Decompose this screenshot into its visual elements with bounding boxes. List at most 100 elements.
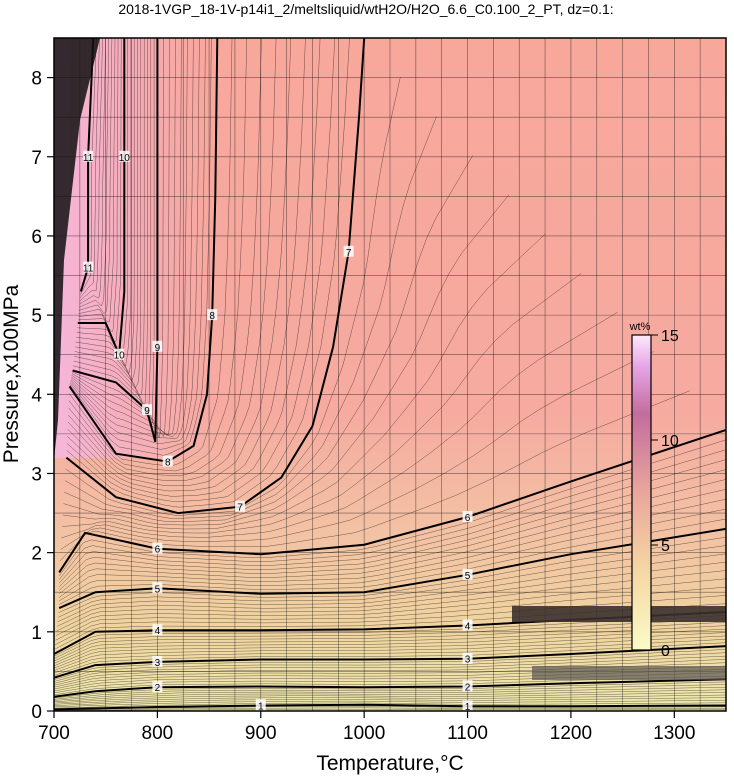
y-tick-label: 0 <box>31 702 42 723</box>
contour-label-bg <box>462 511 473 523</box>
fine-contour-line <box>63 194 510 526</box>
fine-contour-line <box>80 38 100 298</box>
contour-label-bg <box>152 340 163 352</box>
contour-label-bg <box>462 619 473 631</box>
fine-contour-line <box>79 38 106 305</box>
fine-contour-line <box>78 38 113 314</box>
fine-contour-line <box>67 38 306 492</box>
contour-label: 6 <box>155 545 161 556</box>
x-tick-label: 1000 <box>343 723 385 744</box>
contour-label-bg <box>83 150 94 162</box>
fine-contour-line <box>65 77 401 516</box>
colorbar-unit: wt% <box>629 321 651 333</box>
fine-contour-line <box>66 38 350 508</box>
contour-label: 9 <box>144 406 150 417</box>
x-axis-label: Temperature,°C <box>316 752 463 775</box>
colorbar-tick-label: 10 <box>661 433 679 450</box>
contour-label: 6 <box>465 513 471 524</box>
contour-label: 4 <box>465 621 471 632</box>
fine-contour-line <box>69 38 206 450</box>
fine-contour-line <box>78 38 119 333</box>
contour-label: 11 <box>83 153 94 164</box>
y-tick-label: 3 <box>31 464 42 485</box>
contour-line-11 <box>79 38 95 292</box>
fine-contour-line <box>54 681 726 699</box>
contour-label-bg <box>119 150 130 162</box>
fine-contour-line <box>54 687 726 701</box>
contour-line-7 <box>65 38 366 515</box>
fine-contour-line <box>54 684 726 700</box>
y-tick-label: 4 <box>31 385 42 406</box>
contour-label-bg <box>114 348 125 360</box>
fine-contour-line <box>66 38 335 503</box>
fine-contour-line <box>54 697 726 706</box>
contour-label-bg <box>462 568 473 580</box>
contour-label-bg <box>235 500 246 512</box>
contour-label-bg <box>152 624 163 636</box>
y-tick-label: 5 <box>31 306 42 327</box>
contour-label: 3 <box>465 655 471 666</box>
fine-contour-line <box>78 38 116 323</box>
contour-label-bg <box>207 309 218 321</box>
fine-contour-line <box>68 38 247 472</box>
contour-label: 2 <box>155 683 161 694</box>
y-axis: 0 1 2 3 4 5 6 7 8 <box>31 69 54 723</box>
fine-contour-line <box>68 38 277 481</box>
plot-frame <box>53 37 727 712</box>
fine-contour-line <box>62 233 546 530</box>
contour-label: 11 <box>83 264 94 275</box>
contour-label: 5 <box>465 571 471 582</box>
fine-contour-line <box>74 38 148 407</box>
chart-title: 2018-1VGP_18-1V-p14i1_2/meltsliquid/wtH2… <box>118 1 613 17</box>
contour-label: 10 <box>114 351 126 362</box>
contour-label-bg <box>462 652 473 664</box>
y-tick-label: 1 <box>31 623 42 644</box>
fine-contour-line <box>75 38 141 389</box>
fine-contour-line <box>54 694 726 705</box>
x-axis: 700 800 900 1000 1100 1200 1300 <box>38 711 695 744</box>
fine-contour-line <box>71 38 170 437</box>
grid-lines <box>54 38 726 711</box>
fine-contour-line <box>80 38 97 295</box>
fine-contour-line <box>77 38 128 360</box>
contour-line-5 <box>58 527 726 610</box>
contour-line-6 <box>58 428 726 573</box>
contour-label-bg <box>462 680 473 692</box>
y-tick-label: 7 <box>31 148 42 169</box>
fine-contour-line <box>62 273 582 534</box>
fine-contour-line <box>72 38 164 439</box>
colorbar-tick-label: 5 <box>661 538 670 555</box>
contour-line-1 <box>54 703 726 711</box>
contour-line-2 <box>54 678 726 698</box>
x-tick-label: 1200 <box>550 723 592 744</box>
fine-contour-line <box>60 351 654 550</box>
contour-label: 1 <box>258 701 264 712</box>
contour-line-9 <box>72 38 159 443</box>
fine-contour-line <box>67 38 321 497</box>
dark-band-region-2 <box>532 666 726 680</box>
contour-label: 8 <box>165 458 171 469</box>
x-tick-label: 900 <box>245 723 277 744</box>
dark-band-region <box>512 606 726 622</box>
y-tick-label: 8 <box>31 69 42 90</box>
colorbar-tick-label: 0 <box>661 643 670 660</box>
fine-contour-line <box>78 38 122 343</box>
contour-label: 5 <box>155 584 161 595</box>
fine-contour-line <box>64 116 437 519</box>
fine-contour-line <box>75 38 138 382</box>
contour-label: 7 <box>237 503 243 514</box>
contour-label-bg <box>162 455 173 467</box>
contour-label-bg <box>152 681 163 693</box>
y-axis-label: Pressure,x100MPa <box>0 284 23 463</box>
contour-label: 9 <box>155 343 161 354</box>
x-tick-label: 1300 <box>653 723 695 744</box>
y-tick-label: 6 <box>31 227 42 248</box>
fine-contour-line <box>54 700 726 708</box>
contour-label: 10 <box>119 153 131 164</box>
fine-contour-line <box>61 312 618 539</box>
contour-label: 8 <box>209 311 215 322</box>
fine-contour-line <box>79 38 103 302</box>
fine-contour-line <box>69 38 233 467</box>
fine-contour-line <box>70 38 188 437</box>
